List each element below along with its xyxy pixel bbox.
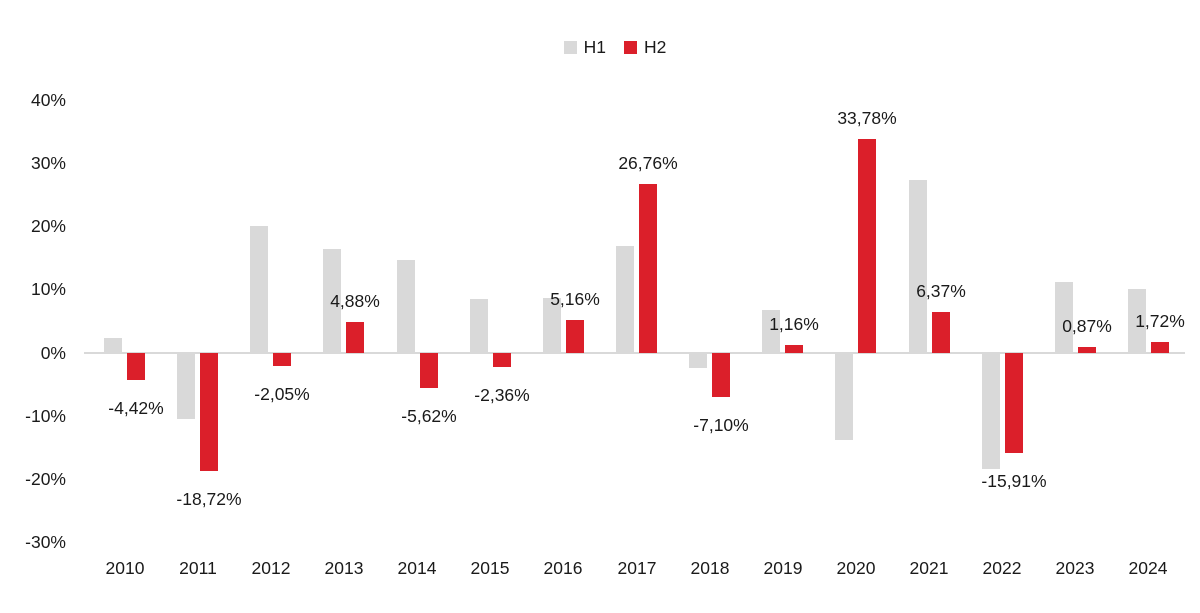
y-tick-20: 20% xyxy=(30,216,66,237)
bar-h2-2017 xyxy=(639,183,657,353)
bar-h2-2011 xyxy=(200,352,218,471)
bar-h2-2018 xyxy=(712,352,730,398)
bar-h2-2015 xyxy=(493,352,511,368)
x-tick-2024: 2024 xyxy=(1128,558,1168,578)
y-tick-10: 10% xyxy=(30,279,66,300)
y-tick--10: -10% xyxy=(25,405,66,426)
x-tick-2020: 2020 xyxy=(836,558,876,578)
bar-h1-2011 xyxy=(177,352,195,420)
bar-h2-2010 xyxy=(127,352,145,381)
x-tick-2022: 2022 xyxy=(982,558,1022,578)
y-tick--30: -30% xyxy=(25,532,66,552)
legend-swatch-h1-icon xyxy=(563,41,577,54)
data-label-2012: -2,05% xyxy=(254,384,310,404)
bar-h1-2014 xyxy=(397,260,415,353)
data-label-2018: -7,10% xyxy=(693,415,749,435)
bar-h1-2013 xyxy=(323,249,341,353)
x-tick-2012: 2012 xyxy=(251,558,291,578)
data-label-2011: -18,72% xyxy=(176,489,242,509)
bar-h2-2013 xyxy=(346,321,364,353)
bar-h1-2023 xyxy=(1055,281,1073,353)
y-tick-30: 30% xyxy=(30,153,66,174)
bar-h2-2021 xyxy=(932,312,950,353)
bar-h1-2019 xyxy=(762,309,780,353)
bar-h1-2020 xyxy=(835,352,853,441)
bar-h1-2016 xyxy=(543,298,561,353)
x-tick-2023: 2023 xyxy=(1055,558,1095,578)
bar-h2-2024 xyxy=(1151,341,1169,353)
bar-h1-2017 xyxy=(616,246,634,353)
data-label-2023: 0,87% xyxy=(1062,316,1112,336)
data-label-2016: 5,16% xyxy=(550,289,600,309)
bar-h2-2019 xyxy=(785,345,803,353)
bar-h1-2018 xyxy=(689,352,707,368)
legend-label-h1: H1 xyxy=(583,37,606,57)
bar-h1-2010 xyxy=(104,338,122,353)
x-tick-2014: 2014 xyxy=(397,558,437,578)
plot-area: -4,42% -18,72% -2,05% 4,88% -5,62% -2,36% 5,16… xyxy=(84,100,1185,542)
x-tick-2013: 2013 xyxy=(324,558,364,578)
x-tick-2016: 2016 xyxy=(543,558,583,578)
legend-label-h2: H2 xyxy=(644,37,667,57)
bar-h1-2012 xyxy=(250,225,268,353)
bar-h2-2016 xyxy=(566,319,584,353)
x-tick-2011: 2011 xyxy=(179,558,217,578)
data-label-2022: -15,91% xyxy=(981,471,1047,491)
data-label-2014: -5,62% xyxy=(401,406,457,426)
y-tick-40: 40% xyxy=(30,90,66,110)
x-tick-2021: 2021 xyxy=(909,558,949,578)
x-tick-2015: 2015 xyxy=(470,558,510,578)
y-tick-0: 0% xyxy=(40,342,66,363)
y-axis: 40% 30% 20% 10% 0% -10% -20% -30% xyxy=(0,0,66,613)
bar-h2-2012 xyxy=(273,352,291,366)
x-axis: 2010 2011 2012 2013 2014 2015 2016 2017 2018 2019… xyxy=(88,558,1185,582)
data-label-2024: 1,72% xyxy=(1135,311,1185,331)
x-tick-2018: 2018 xyxy=(690,558,730,578)
data-label-2017: 26,76% xyxy=(618,153,678,173)
bar-h2-2014 xyxy=(420,352,438,389)
data-label-2015: -2,36% xyxy=(474,385,530,405)
bar-h2-2023 xyxy=(1078,347,1096,353)
bar-h1-2022 xyxy=(982,352,1000,469)
bar-h2-2022 xyxy=(1005,352,1023,454)
legend-item-h1: H1 xyxy=(563,37,606,58)
x-tick-2019: 2019 xyxy=(763,558,803,578)
x-tick-2017: 2017 xyxy=(617,558,657,578)
data-label-2020: 33,78% xyxy=(837,108,897,128)
data-label-2019: 1,16% xyxy=(769,314,819,334)
x-tick-2010: 2010 xyxy=(105,558,145,578)
legend-item-h2: H2 xyxy=(624,37,666,58)
data-label-2021: 6,37% xyxy=(916,281,966,301)
data-label-2010: -4,42% xyxy=(108,398,164,418)
y-tick--20: -20% xyxy=(25,468,66,489)
bar-h1-2021 xyxy=(909,179,927,353)
bar-h2-2020 xyxy=(858,139,876,353)
legend-swatch-h2-icon xyxy=(624,41,637,54)
data-label-2013: 4,88% xyxy=(330,291,380,311)
zero-axis-line xyxy=(84,351,1185,354)
bar-h1-2024 xyxy=(1128,289,1146,353)
legend: H1 H2 xyxy=(15,37,1200,58)
bar-h1-2015 xyxy=(470,298,488,353)
